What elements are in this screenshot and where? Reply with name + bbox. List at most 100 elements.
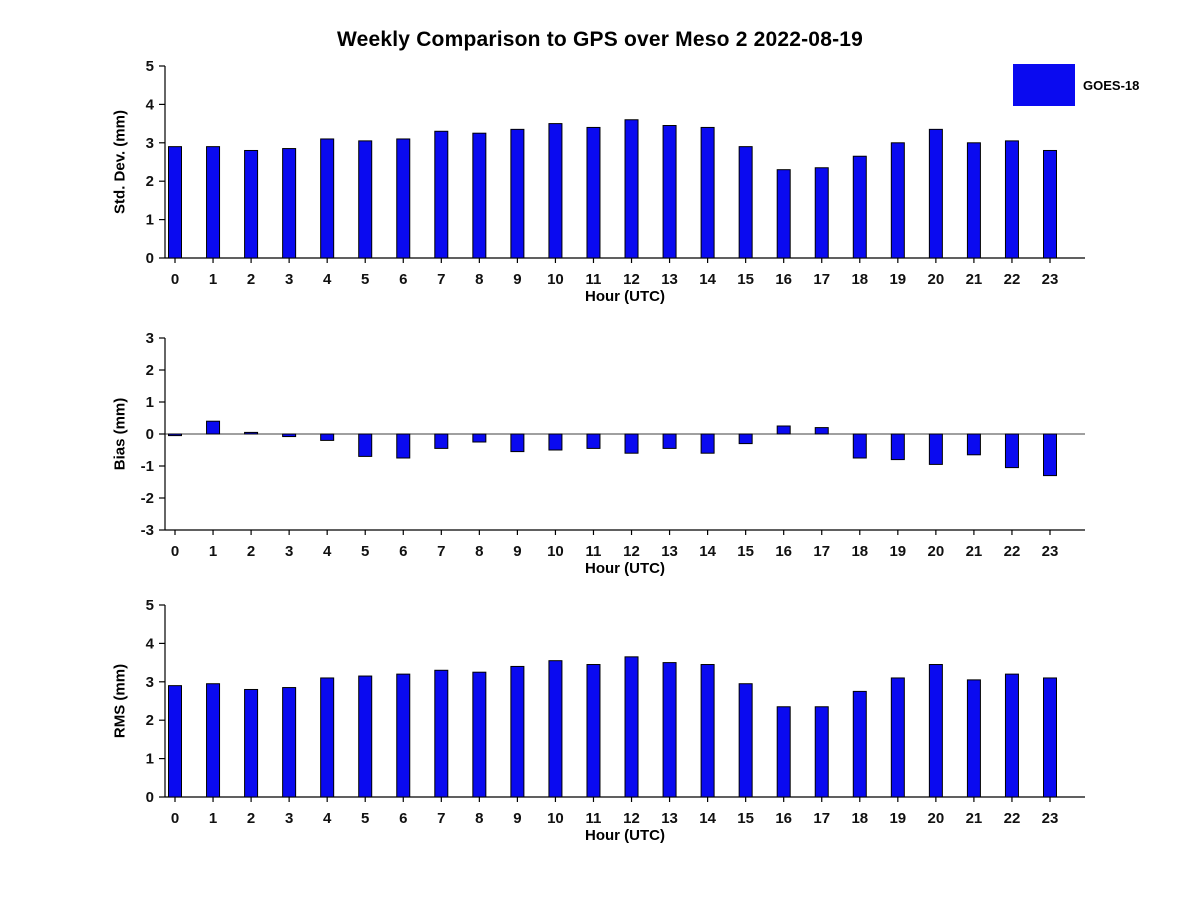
x-tick-label: 1 <box>209 810 217 827</box>
x-tick-label: 5 <box>361 271 369 288</box>
x-tick-label: 15 <box>737 810 754 827</box>
bar-std-dev-hour-15 <box>738 146 753 259</box>
x-tick-label: 0 <box>171 810 179 827</box>
bar-bias-hour-1 <box>206 420 221 435</box>
bar-bias-hour-19 <box>890 433 905 461</box>
x-tick-label: 12 <box>623 810 640 827</box>
x-tick-label: 12 <box>623 271 640 288</box>
x-tick-label: 1 <box>209 271 217 288</box>
x-tick-label: 8 <box>475 543 483 560</box>
x-tick-label: 23 <box>1042 271 1059 288</box>
x-tick-label: 14 <box>699 810 716 827</box>
bar-bias-hour-3 <box>282 433 297 438</box>
x-tick-label: 21 <box>966 810 983 827</box>
x-tick-label: 17 <box>813 271 830 288</box>
x-tick-label: 5 <box>361 543 369 560</box>
x-tick-label: 19 <box>889 543 906 560</box>
x-tick-label: 5 <box>361 810 369 827</box>
y-tick-label: 1 <box>146 751 154 768</box>
x-tick-label: 14 <box>699 271 716 288</box>
bar-bias-hour-12 <box>624 433 639 454</box>
rms-panel: RMS (mm) 0 1 2 3 4 5 0 1 2 3 4 5 6 7 8 9 10 11 12 13 14 15 16 1… <box>0 597 1200 867</box>
x-tick-label: 6 <box>399 271 407 288</box>
bar-std-dev-hour-20 <box>928 128 943 259</box>
bar-bias-hour-5 <box>358 433 373 457</box>
x-tick-label: 8 <box>475 810 483 827</box>
x-tick-label: 16 <box>775 271 792 288</box>
x-tick-label: 20 <box>928 810 945 827</box>
bar-rms-hour-7 <box>434 669 449 798</box>
bar-bias-hour-20 <box>928 433 943 465</box>
bar-rms-hour-21 <box>966 679 981 798</box>
bar-bias-hour-17 <box>814 427 829 435</box>
x-tick-label: 9 <box>513 543 521 560</box>
y-tick-label: 2 <box>146 173 154 190</box>
x-tick-label: 2 <box>247 810 255 827</box>
x-tick-label: 11 <box>586 543 602 560</box>
bar-rms-hour-16 <box>776 706 791 798</box>
x-tick-label: 13 <box>661 271 678 288</box>
bar-bias-hour-22 <box>1004 433 1019 469</box>
y-tick-label: 1 <box>146 394 154 411</box>
bar-std-dev-hour-5 <box>358 140 373 259</box>
bar-bias-hour-9 <box>510 433 525 453</box>
bar-std-dev-hour-11 <box>586 126 601 259</box>
x-tick-label: 13 <box>661 810 678 827</box>
y-tick-label: 2 <box>146 712 154 729</box>
bar-bias-hour-18 <box>852 433 867 459</box>
x-tick-label: 17 <box>813 810 830 827</box>
bar-std-dev-hour-14 <box>700 126 715 259</box>
x-tick-label: 1 <box>209 543 217 560</box>
x-tick-label: 19 <box>889 271 906 288</box>
x-tick-label: 4 <box>323 543 332 560</box>
x-tick-label: 15 <box>737 543 754 560</box>
bar-std-dev-hour-19 <box>890 142 905 259</box>
y-tick-label: 2 <box>146 362 154 379</box>
bar-bias-hour-7 <box>434 433 449 449</box>
y-tick-label: -1 <box>141 458 154 475</box>
bar-std-dev-hour-7 <box>434 130 449 259</box>
x-tick-label: 11 <box>586 271 602 288</box>
bar-std-dev-hour-21 <box>966 142 981 259</box>
bar-bias-hour-10 <box>548 433 563 451</box>
x-tick-label: 4 <box>323 810 332 827</box>
y-tick-label: 0 <box>146 789 154 806</box>
bias-x-axis-label: Hour (UTC) <box>585 560 665 577</box>
bar-bias-hour-21 <box>966 433 981 456</box>
bar-rms-hour-14 <box>700 664 715 798</box>
x-tick-label: 7 <box>437 810 445 827</box>
y-tick-label: 0 <box>146 250 154 267</box>
x-tick-label: 22 <box>1004 810 1021 827</box>
bar-rms-hour-5 <box>358 675 373 798</box>
bar-rms-hour-2 <box>244 688 259 798</box>
x-tick-label: 16 <box>775 543 792 560</box>
bar-rms-hour-19 <box>890 677 905 798</box>
bar-rms-hour-17 <box>814 706 829 798</box>
page-title: Weekly Comparison to GPS over Meso 2 202… <box>336 28 864 51</box>
x-tick-label: 3 <box>285 271 293 288</box>
x-tick-label: 14 <box>699 543 716 560</box>
x-tick-label: 3 <box>285 810 293 827</box>
x-tick-label: 10 <box>547 810 564 827</box>
bar-std-dev-hour-3 <box>282 148 297 259</box>
bar-bias-hour-15 <box>738 433 753 445</box>
x-tick-label: 4 <box>323 271 332 288</box>
bar-bias-hour-16 <box>776 425 791 435</box>
bar-std-dev-hour-10 <box>548 123 563 259</box>
bar-bias-hour-0 <box>168 433 182 437</box>
bar-std-dev-hour-0 <box>168 146 182 259</box>
bar-std-dev-hour-2 <box>244 149 259 259</box>
bar-bias-hour-23 <box>1043 433 1057 477</box>
stddev-panel: Std. Dev. (mm) 0 1 2 3 4 5 0 1 2 3 4 5 6 7 8 9 10 11 12 13 1… <box>0 58 1200 328</box>
y-tick-label: 3 <box>146 674 154 691</box>
x-tick-label: 20 <box>928 271 945 288</box>
y-tick-label: 3 <box>146 135 154 152</box>
legend: GOES-18 <box>1013 64 1139 106</box>
x-tick-label: 18 <box>851 810 868 827</box>
bar-std-dev-hour-4 <box>320 138 335 259</box>
bar-bias-hour-4 <box>320 433 335 441</box>
x-tick-label: 0 <box>171 271 179 288</box>
bar-rms-hour-10 <box>548 660 563 798</box>
x-tick-label: 2 <box>247 543 255 560</box>
